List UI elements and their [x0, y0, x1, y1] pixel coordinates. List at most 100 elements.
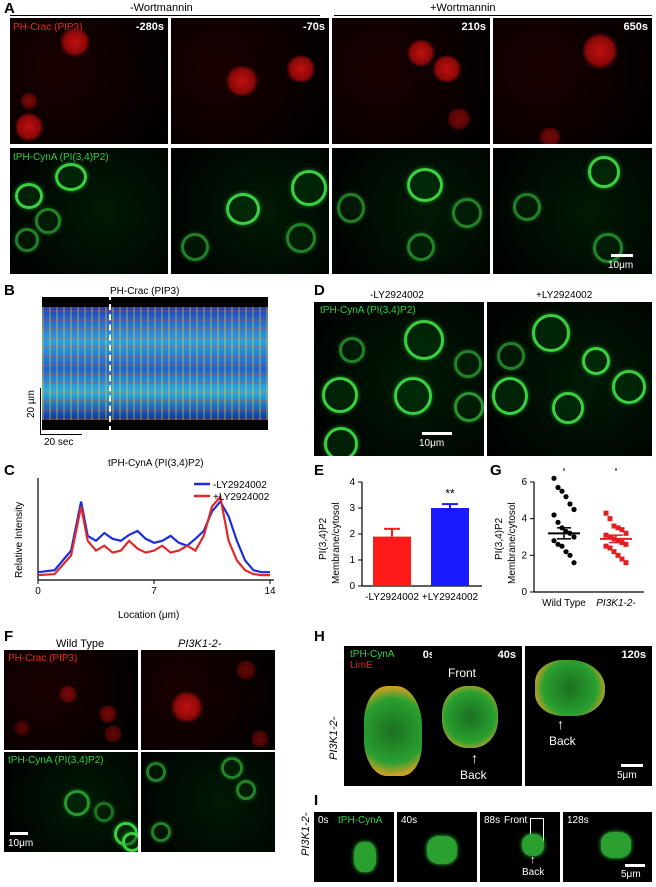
scale-bar — [422, 432, 452, 435]
time-label: 210s — [461, 21, 486, 33]
minus-wortmannin-label: -Wortmannin — [130, 2, 193, 14]
data-point — [567, 501, 573, 507]
y-tick-label: 4 — [349, 477, 355, 488]
micrograph-a-green-3 — [332, 148, 490, 274]
kymograph-dashed-marker — [109, 294, 111, 432]
data-point — [559, 488, 565, 494]
arrow-up-icon: ↑ — [557, 716, 564, 732]
cell — [601, 832, 631, 858]
data-point — [571, 560, 577, 566]
panel-f-col1: Wild Type — [56, 638, 105, 650]
y-tick-label: 0 — [521, 587, 527, 598]
y-tick-label: 0 — [349, 581, 355, 592]
panel-d-label: D — [314, 282, 325, 299]
micrograph-h-2: 40s Front ↑ Back — [432, 646, 522, 786]
scale-label: 5μm — [621, 869, 641, 880]
data-point — [555, 541, 561, 547]
panel-d-plus: +LY2924002 — [536, 290, 593, 301]
minus-wortmannin-bracket — [10, 15, 320, 16]
line-chart-c: 0 7 14 -LY2924002+LY2924002 — [35, 478, 276, 597]
panel-g-label: G — [490, 462, 502, 479]
channel-label: tPH-CynA — [338, 815, 383, 826]
micrograph-f-green-wt: tPH-CynA (PI(3,4)P2) 10μm — [4, 752, 138, 852]
data-point — [551, 512, 557, 518]
data-point — [567, 552, 573, 558]
panel-g-ylabel-1: PI(3,4)P2 — [494, 517, 505, 560]
cell — [364, 686, 422, 776]
data-point — [623, 541, 629, 547]
panel-h-row-label: PI3K1-2- — [328, 716, 340, 760]
channel-1-label: tPH-CynA — [350, 649, 395, 660]
scale-bar — [10, 832, 28, 835]
x-scale-label: 20 sec — [44, 437, 74, 448]
micrograph-f-green-mut — [141, 752, 275, 852]
panel-h-label: H — [314, 628, 325, 645]
data-point — [603, 510, 609, 516]
data-point — [611, 549, 617, 555]
scale-label: 10μm — [8, 838, 34, 849]
panel-e-label: E — [314, 462, 325, 479]
panel-b-label: B — [4, 282, 15, 299]
plus-wortmannin-bracket — [334, 15, 652, 16]
data-point — [551, 475, 557, 481]
category-label: +LY2924002 — [422, 592, 479, 603]
y-tick-label: 3 — [349, 503, 355, 514]
scale-bar — [611, 254, 633, 257]
arrow-up-icon: ↑ — [471, 750, 478, 766]
panel-c-ylabel: Relative Intensity — [14, 501, 25, 578]
y-tick-label: 1 — [349, 555, 355, 566]
data-point — [563, 494, 569, 500]
cell — [427, 836, 457, 864]
data-point — [555, 484, 561, 491]
y-tick-label: 2 — [349, 529, 355, 540]
time-label: 120s — [621, 649, 646, 661]
channel-2-label: LimE — [350, 660, 373, 671]
micrograph-i-3: 88s Front ↑ Back — [480, 812, 560, 882]
scale-bar — [621, 764, 643, 767]
data-point — [571, 506, 577, 513]
panel-e-ylabel-1: PI(3,4)P2 — [318, 517, 329, 560]
cell — [522, 834, 544, 856]
category-label: -LY2924002 — [365, 592, 419, 603]
panel-b-title: PH-Crac (PIP3) — [110, 286, 180, 297]
time-label: 40s — [497, 649, 516, 661]
micrograph-i-4: 128s 5μm — [563, 812, 652, 882]
back-label: Back — [549, 734, 576, 748]
panel-f-label: F — [4, 628, 14, 645]
data-point — [619, 556, 625, 562]
scale-bar — [625, 864, 645, 867]
data-point — [619, 527, 625, 533]
panel-i-label: I — [314, 792, 319, 809]
time-label: -280s — [135, 21, 164, 33]
micrograph-i-1: 0s tPH-CynA — [314, 812, 394, 882]
y-tick-label: 6 — [521, 477, 527, 488]
scale-label: 10μm — [608, 260, 634, 271]
data-point — [611, 523, 617, 529]
category-label: Wild Type — [542, 598, 586, 609]
data-point — [607, 516, 613, 522]
panel-c-xlabel: Location (μm) — [118, 610, 180, 621]
micrograph-d-minus: tPH-CynA (PI(3,4)P2) 10μm — [314, 302, 484, 456]
data-point — [607, 545, 613, 551]
data-point — [615, 538, 621, 544]
x-tick-label: 0 — [35, 586, 41, 597]
micrograph-h-3: 120s ↑ Back 5μm — [525, 646, 652, 786]
legend-label: -LY2924002 — [213, 480, 267, 491]
micrograph-a-red-2: -70s — [171, 18, 329, 144]
x-tick-label: 7 — [151, 586, 157, 597]
front-label: Front — [504, 815, 528, 826]
time-label: 650s — [623, 21, 648, 33]
micrograph-a-green-4: 10μm — [493, 148, 652, 274]
time-label: 40s — [401, 815, 418, 826]
panel-f-col2: PI3K1-2- — [178, 638, 222, 650]
data-point — [607, 534, 613, 540]
micrograph-a-red-3: 210s — [332, 18, 490, 144]
micrograph-a-red-4: 650s — [493, 18, 652, 144]
data-point — [623, 560, 629, 566]
channel-label: tPH-CynA (PI(3,4)P2) — [320, 305, 416, 316]
data-point — [551, 538, 557, 544]
series-line-plus — [37, 494, 270, 577]
micrograph-f-red-mut — [141, 650, 275, 750]
significance-label: ** — [445, 487, 455, 501]
channel-label-pi34p2: tPH-CynA (PI(3,4)P2) — [13, 152, 109, 163]
